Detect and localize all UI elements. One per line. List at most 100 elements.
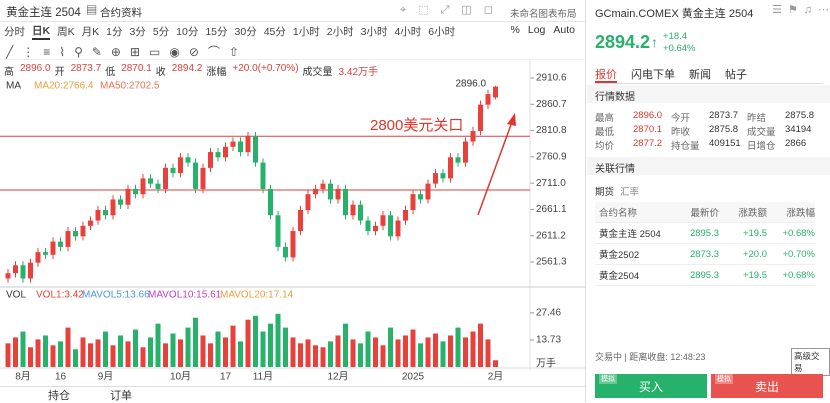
related-cell: +20.0 [742, 248, 767, 260]
period-button[interactable]: 日K [32, 23, 51, 40]
volume-bar [433, 333, 438, 367]
y-tick-label: 2810.8 [536, 125, 567, 136]
related-cell: 黄金主连 2504 [599, 229, 661, 240]
market-cell: 2896.0 [633, 110, 663, 121]
related-tab[interactable]: 汇率 [620, 187, 640, 198]
volume-bar [478, 323, 483, 367]
period-button[interactable]: 30分 [234, 25, 257, 38]
bottom-tabs: 持仓 订单 [0, 386, 586, 402]
annotation: 2800美元关口 [370, 117, 463, 134]
volume-bar [155, 323, 161, 367]
period-button[interactable]: 4小时 [394, 25, 422, 38]
info-label: 低 [105, 67, 116, 78]
related-tab[interactable]: 期货 [595, 187, 615, 198]
panel-tab[interactable]: 帖子 [725, 69, 747, 81]
y-tick-label: 2910.6 [536, 73, 567, 84]
period-button[interactable]: 1小时 [292, 25, 320, 38]
scale-option[interactable]: % [510, 24, 520, 36]
volume-bar [170, 333, 176, 367]
candle-body [470, 130, 476, 142]
scale-option[interactable]: Log [527, 24, 546, 36]
period-button[interactable]: 15分 [205, 25, 228, 38]
bottom-tab[interactable]: 订单 [110, 390, 132, 402]
period-button[interactable]: 3小时 [360, 25, 388, 38]
x-tick-label: 8月 [15, 371, 31, 383]
volume-bar [313, 345, 318, 367]
volume-bar [88, 343, 93, 367]
volume-bar [133, 329, 138, 367]
candle-body [283, 246, 288, 258]
volume-bar [283, 327, 288, 367]
volume-bar [73, 349, 78, 367]
sell-button[interactable]: 模拟卖出 [711, 374, 823, 398]
related-row[interactable]: 黄金主连 2504 2895.3 +19.5 +0.68% [595, 223, 815, 244]
y-tick-label: 2711.0 [536, 178, 566, 189]
period-button[interactable]: 10分 [176, 25, 199, 38]
volume-bar [493, 360, 498, 367]
layout-name[interactable]: 未命名图表布局 [510, 9, 577, 20]
candle-body [290, 231, 296, 258]
period-button[interactable]: 6小时 [428, 25, 456, 38]
candle-body [88, 220, 93, 226]
market-cell: 2877.2 [633, 138, 663, 149]
panel-tab[interactable]: 报价 [595, 66, 617, 83]
x-tick-label: 12月 [327, 371, 348, 383]
symbol-title[interactable]: 黄金主连 2504 [6, 7, 81, 19]
period-button[interactable]: 1分 [106, 25, 123, 38]
period-button[interactable]: 分时 [4, 25, 25, 38]
section-bg [587, 157, 830, 175]
candle-body [118, 199, 123, 205]
volume-bar [58, 341, 63, 367]
related-cell: +0.68% [782, 269, 816, 281]
period-button[interactable]: 5分 [152, 25, 170, 38]
market-cell: 2866 [785, 138, 807, 149]
panel-tab[interactable]: 闪电下单 [631, 69, 675, 81]
bottom-tab[interactable]: 持仓 [48, 390, 70, 402]
candle-body [65, 231, 71, 247]
x-tick-label: 16 [55, 372, 67, 383]
candle-body [148, 178, 153, 184]
period-button[interactable]: 45分 [263, 25, 286, 38]
related-row[interactable]: 黄金2504 2895.3 +19.5 +0.68% [595, 265, 815, 286]
top-icons: ⌖⬚⤢◫◻ [400, 4, 505, 16]
panel-tab[interactable]: 新闻 [689, 69, 711, 81]
candle-body [320, 183, 326, 189]
panel-icons[interactable]: ☰⚑♫⋯ [772, 4, 830, 16]
candle-body [425, 183, 431, 200]
sim-tag: 模拟 [715, 374, 733, 384]
candle-body [193, 162, 198, 189]
related-cell: 黄金2504 [599, 271, 640, 282]
period-button[interactable]: 周K [57, 25, 75, 38]
advanced-button[interactable]: 高级交易 [791, 348, 830, 376]
related-row[interactable]: 黄金2502 2873.3 +20.0 +0.70% [595, 244, 815, 265]
candle-body [73, 231, 78, 237]
period-button[interactable]: 月K [81, 25, 100, 38]
volume-bar [245, 319, 251, 367]
candle-body [478, 104, 483, 131]
candle-body [433, 173, 438, 184]
candle-body [455, 157, 461, 163]
market-cell: 最高 [595, 113, 615, 124]
sell-label: 卖出 [754, 379, 779, 394]
market-cell: 2873.7 [709, 110, 739, 121]
scale-option[interactable]: Auto [553, 24, 575, 36]
change: +18.4 [663, 31, 688, 42]
candle-body [380, 215, 386, 226]
candle-body [253, 136, 258, 163]
tool-icons[interactable]: ╱⋮≡⌇⚲✎⊕⊞▭◉⊘⌒⇧ [6, 45, 248, 59]
contract-info[interactable]: 合约资料 [100, 7, 142, 19]
volume-bar [335, 335, 341, 367]
volume-bar [455, 327, 461, 367]
volume-bar [403, 335, 408, 367]
buy-button[interactable]: 模拟 买入 [595, 374, 707, 398]
period-button[interactable]: 3分 [129, 25, 146, 38]
section-bg [587, 85, 830, 103]
candle-body [140, 178, 146, 195]
volume-bar [328, 341, 333, 367]
period-button[interactable]: 2小时 [326, 25, 354, 38]
info-value: 3.42万手 [338, 67, 379, 78]
volume-bar [140, 347, 146, 367]
header-cell: 合约名称 [599, 208, 638, 219]
candle-body [95, 209, 101, 221]
candle-body [5, 273, 11, 279]
